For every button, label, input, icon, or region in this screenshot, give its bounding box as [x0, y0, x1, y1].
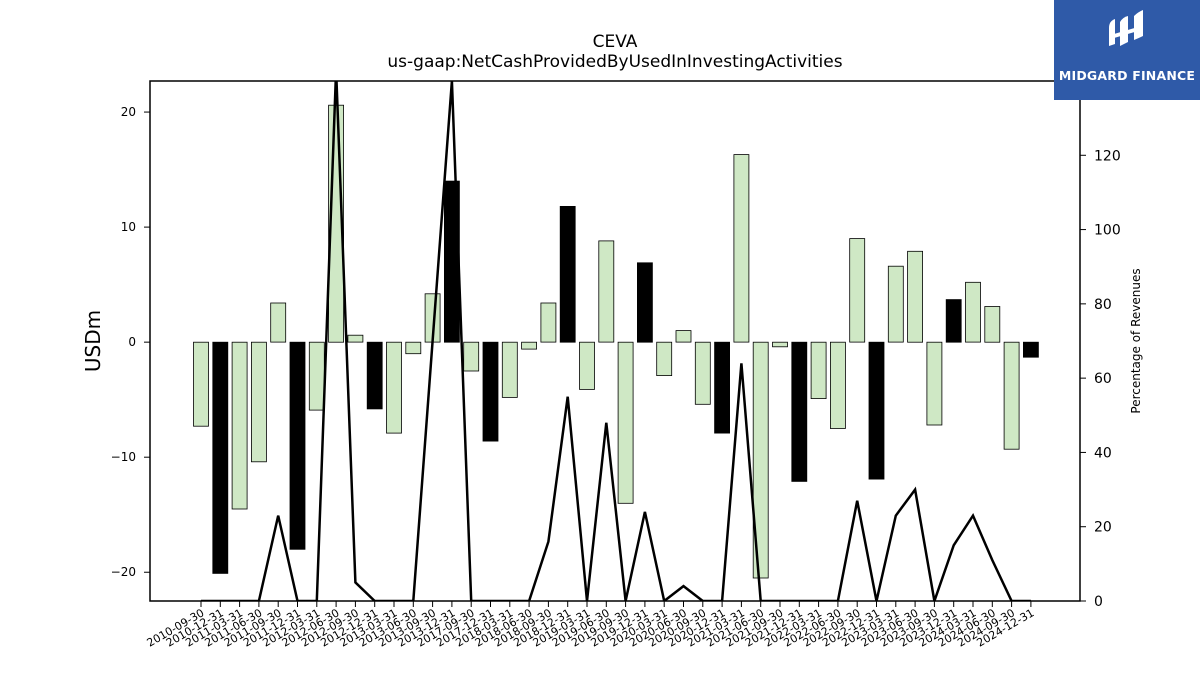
y-tick-label: 10	[121, 220, 136, 234]
y2-tick-label: 20	[1094, 520, 1112, 536]
y-tick-label: 20	[121, 105, 136, 119]
bar	[289, 341, 306, 550]
bar	[405, 341, 422, 355]
chart-subtitle: us-gaap:NetCashProvidedByUsedInInvesting…	[387, 52, 843, 72]
y2-tick-label: 60	[1094, 371, 1112, 387]
bar	[733, 154, 750, 343]
bar	[482, 341, 499, 442]
bar	[830, 341, 846, 429]
y-tick-label: 0	[128, 335, 136, 349]
bar	[926, 341, 943, 426]
y2-tick-label: 80	[1094, 297, 1112, 313]
logo-text: MIDGARD FINANCE	[1058, 68, 1196, 83]
bar	[984, 306, 1001, 343]
bar	[308, 341, 325, 411]
y-axis-left: −20 −10 0 10 20	[111, 105, 150, 579]
y-axis-right: 0 20 40 60 80 100 120	[1080, 148, 1121, 610]
bar	[231, 341, 248, 510]
bar	[945, 299, 962, 343]
bar	[675, 330, 692, 343]
bar	[810, 341, 827, 400]
y2-tick-label: 100	[1094, 223, 1121, 239]
bar	[868, 341, 885, 480]
bar	[1023, 341, 1039, 358]
bar	[501, 341, 518, 398]
midgard-logo: MIDGARD FINANCE	[1054, 0, 1200, 100]
bar	[617, 341, 634, 504]
bar	[386, 341, 402, 434]
bar	[521, 341, 537, 350]
bar	[772, 341, 788, 348]
bar	[270, 302, 287, 343]
y2-tick-label: 120	[1094, 148, 1121, 164]
bar	[347, 334, 364, 343]
bar	[559, 205, 576, 343]
y-axis-label: USDm	[81, 310, 105, 372]
x-axis: 2010-09-302010-12-312011-03-312011-06-30…	[145, 601, 1036, 650]
y2-tick-label: 40	[1094, 445, 1112, 461]
y-tick-label: −10	[111, 450, 136, 464]
bar	[907, 250, 923, 343]
bar	[656, 341, 673, 377]
bar	[579, 341, 595, 390]
chart-title: CEVA	[592, 32, 638, 52]
bar	[849, 238, 866, 343]
bar	[965, 281, 981, 343]
bar	[752, 341, 769, 579]
y-tick-label: −20	[111, 565, 136, 579]
y2-axis-label: Percentage of Revenues	[1129, 268, 1143, 413]
bar	[887, 265, 904, 343]
line-path	[201, 81, 1031, 601]
bar	[714, 341, 730, 434]
bar	[250, 341, 267, 463]
bar	[366, 341, 383, 410]
revenue-percent-line-series	[201, 81, 1031, 601]
bar	[212, 341, 229, 574]
bar	[598, 240, 615, 343]
bar	[694, 341, 711, 405]
y2-tick-label: 0	[1094, 594, 1103, 610]
bar	[463, 341, 480, 372]
bar	[540, 302, 557, 343]
plot-frame	[149, 80, 1081, 602]
bar	[193, 341, 209, 427]
midgard-logo-icon	[1109, 10, 1143, 46]
bar	[1003, 341, 1020, 450]
bar	[637, 262, 653, 343]
bar	[791, 341, 808, 482]
